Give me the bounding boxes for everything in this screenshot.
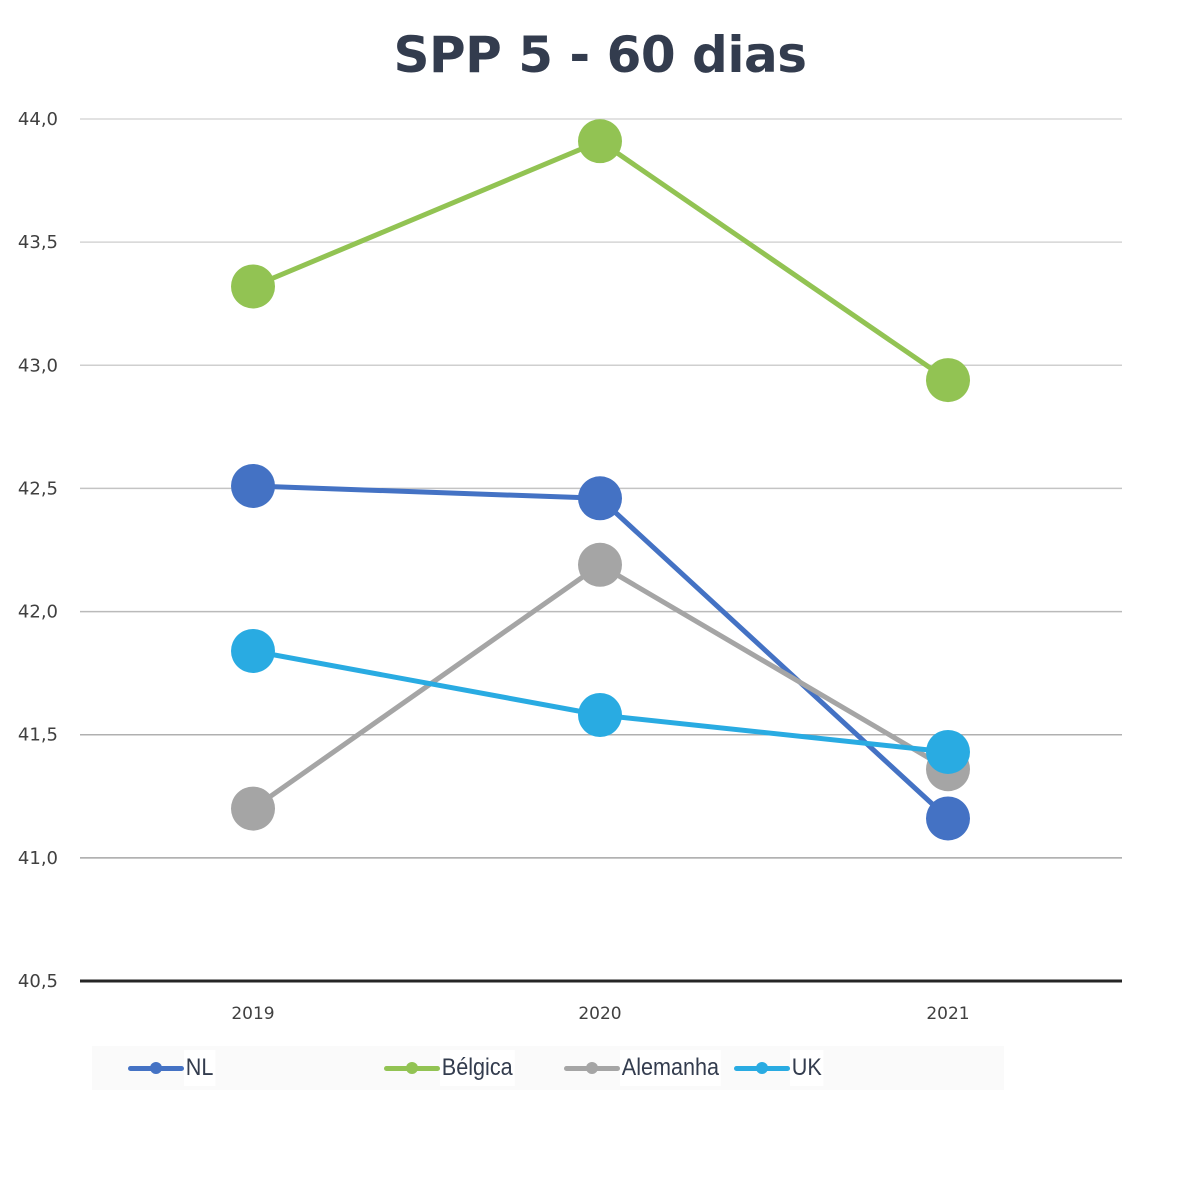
legend-item[interactable]: UK bbox=[734, 1046, 827, 1090]
series-line bbox=[251, 562, 950, 811]
data-point[interactable] bbox=[926, 796, 970, 841]
legend-item[interactable]: NL bbox=[128, 1046, 219, 1090]
y-tick-label: 42,5 bbox=[18, 478, 58, 499]
legend-label: UK bbox=[790, 1050, 824, 1086]
y-tick-label: 42,0 bbox=[18, 602, 58, 623]
series-alemanha bbox=[231, 542, 970, 831]
legend-label: Alemanha bbox=[620, 1050, 721, 1086]
data-point[interactable] bbox=[578, 476, 622, 521]
legend-swatch-icon bbox=[564, 1061, 620, 1075]
y-tick-label: 43,5 bbox=[18, 232, 58, 253]
legend: NL Bélgica Alemanha UK bbox=[92, 1046, 1004, 1090]
series-belgica bbox=[231, 119, 970, 403]
series-group bbox=[231, 119, 970, 841]
data-point[interactable] bbox=[578, 693, 622, 738]
legend-label: Bélgica bbox=[440, 1050, 515, 1086]
y-tick-label: 44,0 bbox=[18, 109, 58, 130]
series-nl bbox=[231, 463, 970, 841]
x-tick-label: 2019 bbox=[231, 1004, 274, 1024]
x-tick-label: 2020 bbox=[578, 1004, 621, 1024]
data-point[interactable] bbox=[231, 463, 275, 508]
data-point[interactable] bbox=[231, 786, 275, 831]
legend-label: NL bbox=[184, 1050, 216, 1086]
chart-title: SPP 5 - 60 dias bbox=[393, 26, 807, 84]
legend-swatch-icon bbox=[734, 1061, 790, 1075]
legend-swatch-icon bbox=[384, 1061, 440, 1075]
series-uk bbox=[231, 628, 970, 774]
y-tick-label: 40,5 bbox=[18, 971, 58, 992]
y-tick-label: 41,0 bbox=[18, 848, 58, 869]
y-tick-label: 43,0 bbox=[18, 355, 58, 376]
data-point[interactable] bbox=[926, 358, 970, 403]
data-point[interactable] bbox=[231, 264, 275, 309]
legend-item[interactable]: Bélgica bbox=[384, 1046, 523, 1090]
data-point[interactable] bbox=[231, 628, 275, 673]
series-line bbox=[252, 138, 950, 383]
data-point[interactable] bbox=[578, 119, 622, 164]
y-axis-ticks: 40,5 41,0 41,5 42,0 42,5 43,0 43,5 44,0 bbox=[18, 109, 58, 992]
x-tick-label: 2021 bbox=[926, 1004, 969, 1024]
y-tick-label: 41,5 bbox=[18, 725, 58, 746]
series-line bbox=[252, 483, 950, 821]
data-point[interactable] bbox=[926, 729, 970, 774]
legend-item[interactable]: Alemanha bbox=[564, 1046, 732, 1090]
data-point[interactable] bbox=[578, 542, 622, 587]
legend-swatch-icon bbox=[128, 1061, 184, 1075]
x-axis-ticks: 2019 2020 2021 bbox=[231, 1004, 969, 1024]
